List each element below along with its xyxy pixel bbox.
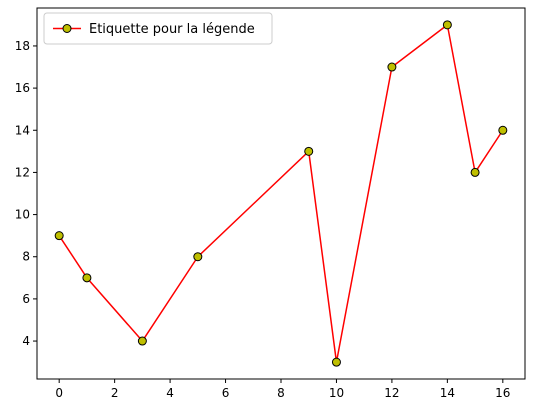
x-tick-label: 6 bbox=[222, 386, 230, 400]
series-layer bbox=[54, 20, 508, 367]
y-tick-label: 12 bbox=[15, 165, 30, 179]
data-point bbox=[387, 62, 397, 72]
x-tick-label: 14 bbox=[440, 386, 455, 400]
data-point bbox=[137, 336, 147, 346]
legend: Etiquette pour la légende bbox=[43, 12, 273, 45]
x-tick-label: 12 bbox=[384, 386, 399, 400]
data-point bbox=[442, 20, 452, 30]
x-tick-label: 0 bbox=[55, 386, 63, 400]
x-tick-label: 8 bbox=[277, 386, 285, 400]
y-tick-label: 14 bbox=[15, 123, 30, 137]
y-tick-label: 16 bbox=[15, 81, 30, 95]
legend-marker-sample bbox=[62, 24, 72, 33]
x-tick-label: 4 bbox=[166, 386, 174, 400]
data-point bbox=[304, 146, 314, 156]
plot-frame bbox=[36, 7, 526, 380]
y-tick-label: 6 bbox=[22, 292, 30, 306]
data-point bbox=[193, 252, 203, 262]
legend-label: Etiquette pour la légende bbox=[89, 22, 255, 37]
y-tick-label: 8 bbox=[22, 250, 30, 264]
x-axis-ticks: 0 2 4 6 8 10 12 14 16 bbox=[55, 379, 510, 400]
data-point bbox=[82, 273, 92, 283]
data-point bbox=[331, 357, 341, 367]
data-point bbox=[470, 167, 480, 177]
y-axis-ticks: 4 6 8 10 12 14 16 18 bbox=[15, 39, 37, 348]
series-line bbox=[58, 24, 504, 363]
y-tick-label: 18 bbox=[15, 39, 30, 53]
x-tick-label: 16 bbox=[495, 386, 510, 400]
legend-box bbox=[43, 12, 273, 45]
x-tick-label: 10 bbox=[329, 386, 344, 400]
x-tick-label: 2 bbox=[111, 386, 119, 400]
data-point bbox=[498, 125, 508, 135]
y-tick-label: 4 bbox=[22, 334, 30, 348]
data-point bbox=[54, 231, 64, 241]
y-tick-label: 10 bbox=[15, 208, 30, 222]
